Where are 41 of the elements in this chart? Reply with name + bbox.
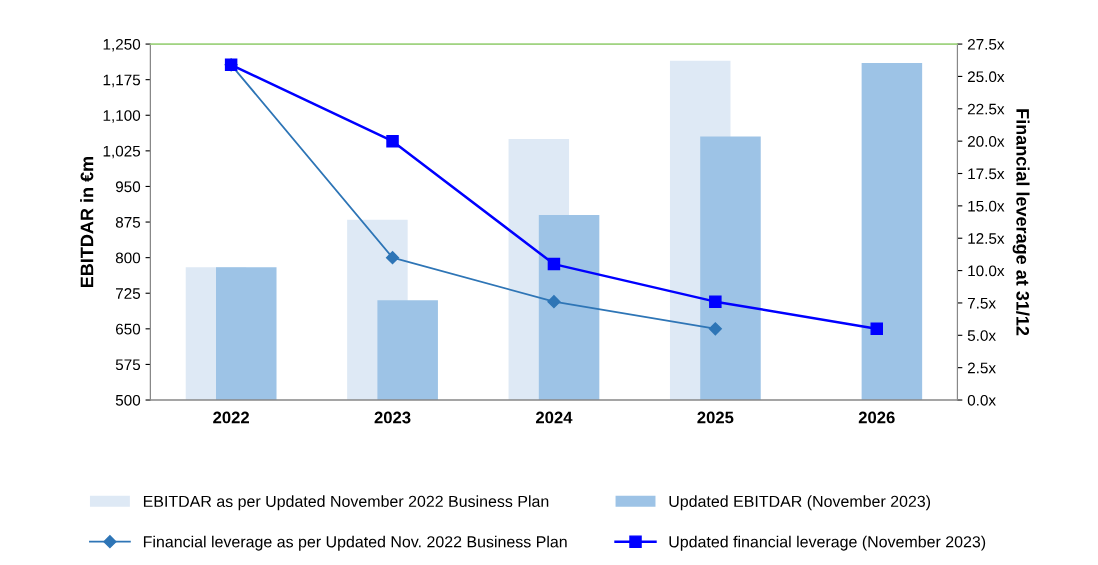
point bbox=[870, 322, 884, 336]
y-tick-label: 500 bbox=[115, 394, 141, 406]
y2-tick-label: 12.5x bbox=[968, 233, 1005, 244]
y2-tick-label: 0.0x bbox=[967, 394, 996, 406]
point bbox=[547, 295, 561, 309]
y2-tick-label: 22.5x bbox=[967, 103, 1005, 115]
x-tick-label: 2025 bbox=[697, 411, 734, 424]
point bbox=[708, 322, 722, 336]
y-tick-label: 1,250 bbox=[103, 38, 141, 52]
y2-tick-label: 15.0x bbox=[968, 200, 1005, 212]
x-tick-label: 2023 bbox=[374, 411, 411, 424]
x-tick-label: 2022 bbox=[213, 411, 249, 424]
legend-label: Financial leverage as per Updated Nov. 2022 Business Plan bbox=[143, 535, 567, 551]
x-tick-label: 2024 bbox=[535, 411, 573, 424]
y2-tick-label: 10.0x bbox=[968, 265, 1005, 277]
point bbox=[385, 251, 400, 265]
point bbox=[547, 257, 561, 271]
y-axis-title: EBITDAR in €m bbox=[80, 156, 94, 288]
y2-tick-label: 7.5x bbox=[967, 297, 996, 309]
y-tick-label: 950 bbox=[115, 181, 141, 193]
y-tick-label: 1,025 bbox=[103, 145, 141, 159]
point bbox=[386, 134, 399, 148]
y2-tick-label: 17.5x bbox=[968, 168, 1005, 180]
y2-axis-title: Financial leverage at 31/12 bbox=[1012, 109, 1030, 336]
legend-label: Updated EBITDAR (November 2023) bbox=[669, 495, 931, 511]
x-tick-label: 2026 bbox=[858, 411, 895, 424]
y-tick-label: 1,100 bbox=[103, 110, 141, 123]
y2-tick-label: 25.0x bbox=[967, 71, 1005, 83]
legend-label: Updated financial leverage (November 2023) bbox=[669, 535, 986, 551]
y2-tick-label: 20.0x bbox=[967, 136, 1005, 147]
y2-tick-label: 27.5x bbox=[967, 38, 1005, 50]
y2-tick-label: 2.5x bbox=[967, 362, 996, 374]
y-tick-label: 1,175 bbox=[103, 74, 141, 88]
point bbox=[709, 295, 722, 308]
y-tick-label: 575 bbox=[115, 359, 141, 371]
y-tick-label: 650 bbox=[115, 323, 141, 335]
y-tick-label: 875 bbox=[115, 216, 141, 228]
y-tick-label: 725 bbox=[116, 288, 141, 299]
y-tick-label: 800 bbox=[115, 252, 141, 264]
legend-label: EBITDAR as per Updated November 2022 Business Plan bbox=[143, 495, 549, 511]
y2-tick-label: 5.0x bbox=[967, 330, 996, 341]
